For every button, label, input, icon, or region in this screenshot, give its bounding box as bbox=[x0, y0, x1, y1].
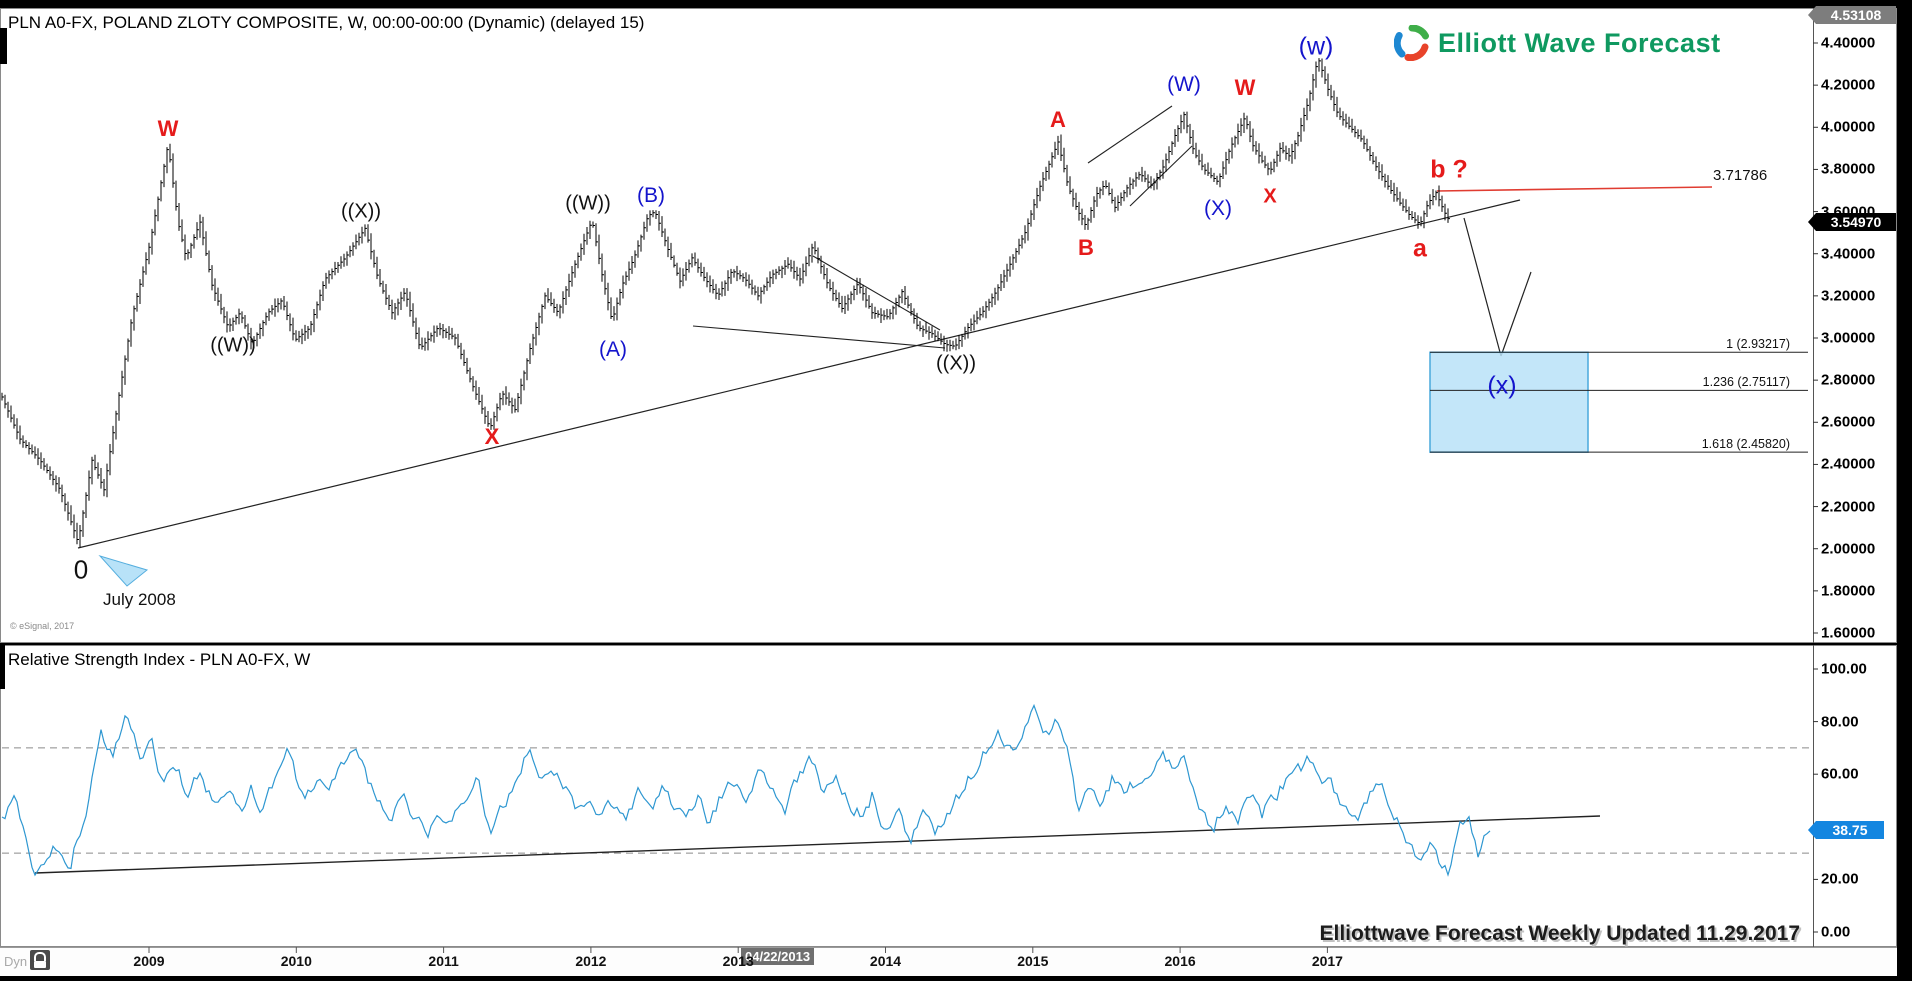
rsi-panel bbox=[0, 645, 1897, 947]
rsi-panel-handle[interactable] bbox=[0, 645, 5, 689]
time-axis-strip[interactable] bbox=[0, 947, 1897, 976]
price-panel-handle[interactable] bbox=[0, 28, 7, 64]
price-panel bbox=[0, 8, 1897, 643]
